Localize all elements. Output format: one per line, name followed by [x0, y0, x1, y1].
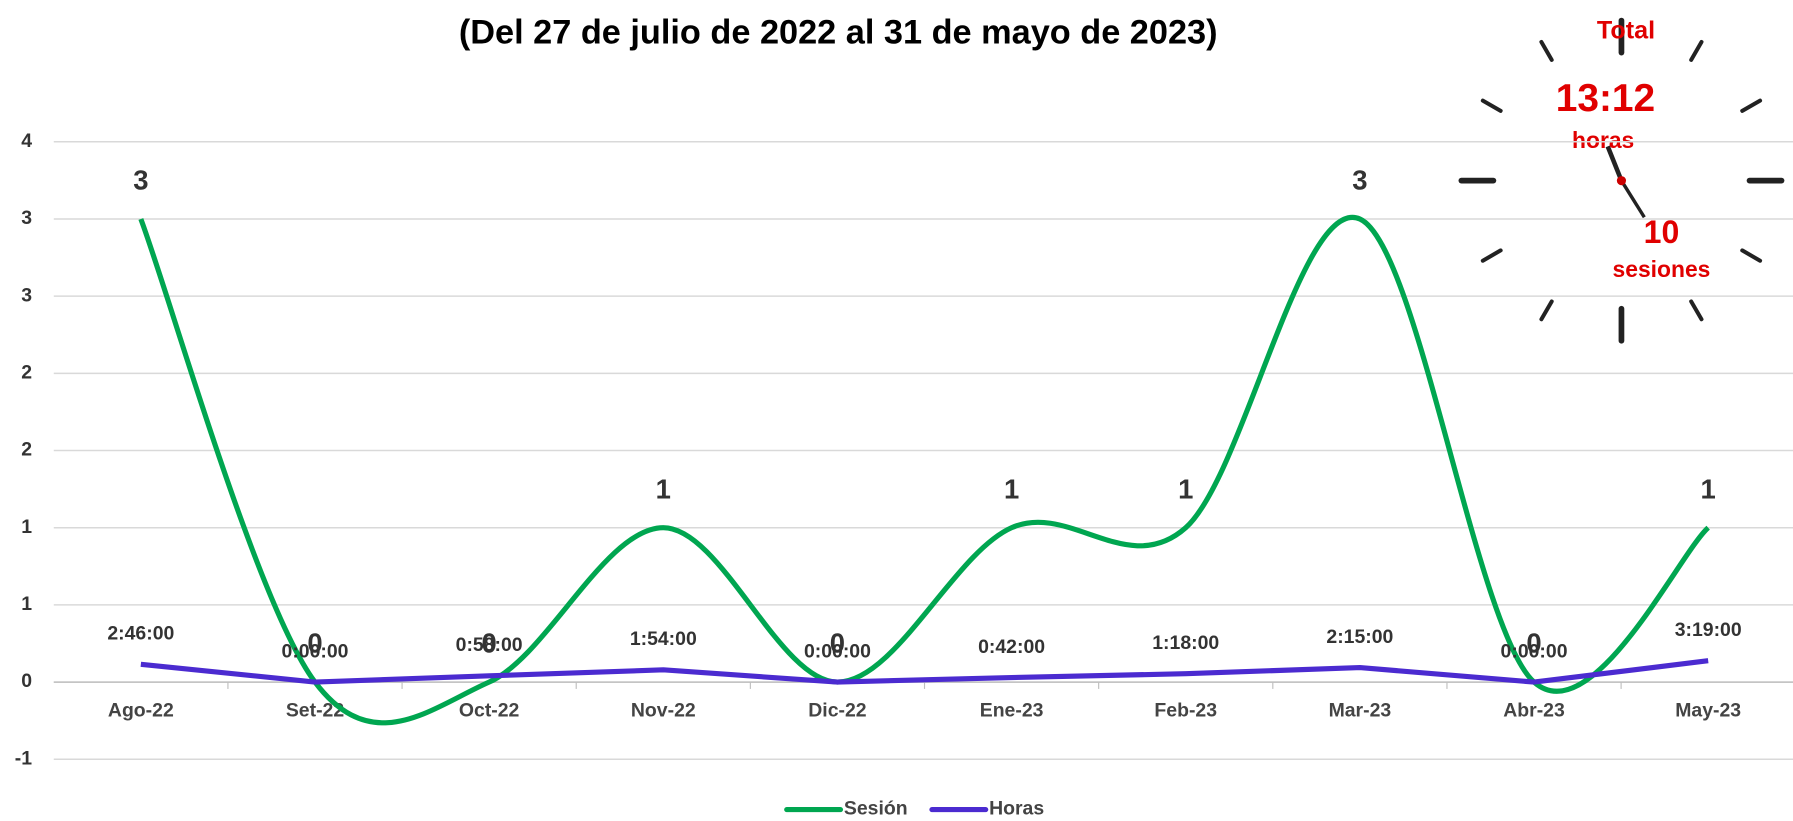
annotation: sesiones — [1613, 256, 1711, 282]
x-tick-label: Dic-22 — [808, 699, 866, 721]
data-label: 1 — [1701, 473, 1716, 504]
clock-center — [1616, 176, 1627, 186]
clock-hand — [1619, 179, 1646, 219]
data-label: 1:54:00 — [630, 628, 697, 650]
y-tick-label: 1 — [21, 593, 32, 615]
x-tick-label: Nov-22 — [631, 699, 696, 721]
clock-tick — [1740, 248, 1763, 263]
data-label: 0 — [307, 628, 322, 659]
x-tick-label: Ago-22 — [108, 699, 174, 721]
data-label: 2:15:00 — [1326, 626, 1393, 648]
clock-tick — [1480, 248, 1503, 263]
data-label: 1 — [1004, 473, 1019, 504]
annotation: horas — [1572, 127, 1634, 153]
y-tick-label: 1 — [21, 516, 32, 538]
y-tick-label: 3 — [21, 207, 32, 229]
annotation: Total — [1597, 17, 1655, 45]
y-tick-label: 2 — [21, 439, 32, 461]
data-label: 0 — [830, 628, 845, 659]
legend-label: Sesión — [844, 798, 908, 820]
annotation: 13:12 — [1556, 77, 1655, 120]
data-label: 0:58:00 — [456, 634, 523, 656]
y-tick-label: 4 — [21, 130, 32, 152]
line-series — [138, 214, 1710, 726]
x-tick-label: Mar-23 — [1329, 699, 1392, 721]
data-label: 1 — [656, 473, 671, 504]
clock-tick — [1689, 40, 1704, 62]
data-label: 3 — [1352, 165, 1367, 196]
clock-tick — [1689, 299, 1704, 322]
data-label: 1:18:00 — [1152, 632, 1219, 654]
x-tick-label: Ene-23 — [980, 699, 1044, 721]
line-series — [140, 658, 1709, 685]
x-tick-label: Abr-23 — [1503, 699, 1565, 721]
x-tick-label: Oct-22 — [459, 699, 520, 721]
data-label: 0 — [482, 628, 497, 659]
data-label: 3 — [133, 165, 148, 196]
x-tick-label: May-23 — [1675, 699, 1741, 721]
legend-label: Horas — [989, 798, 1044, 820]
data-label: 1 — [1178, 473, 1193, 504]
data-label: 0:00:00 — [804, 640, 871, 662]
clock-graphic — [1458, 17, 1785, 344]
clock-tick — [1480, 98, 1503, 113]
data-label: 0:00:00 — [282, 640, 349, 662]
data-label: 0:00:00 — [1501, 640, 1568, 662]
data-label: 0 — [1526, 628, 1541, 659]
data-label: 3:19:00 — [1675, 619, 1742, 641]
data-label: 0:42:00 — [978, 636, 1045, 658]
clock-tick — [1539, 40, 1554, 62]
clock-tick — [1740, 98, 1763, 113]
chart-title: (Del 27 de julio de 2022 al 31 de mayo d… — [459, 13, 1218, 51]
y-tick-label: 2 — [21, 361, 32, 383]
clock-tick — [1539, 299, 1554, 322]
annotation: 10 — [1644, 214, 1680, 250]
data-label: 2:46:00 — [107, 623, 174, 645]
y-tick-label: -1 — [15, 747, 32, 769]
x-tick-label: Set-22 — [286, 699, 344, 721]
y-tick-label: 0 — [21, 670, 32, 692]
clock-hand — [1605, 145, 1624, 182]
y-tick-label: 3 — [21, 284, 32, 306]
x-tick-label: Feb-23 — [1154, 699, 1217, 721]
